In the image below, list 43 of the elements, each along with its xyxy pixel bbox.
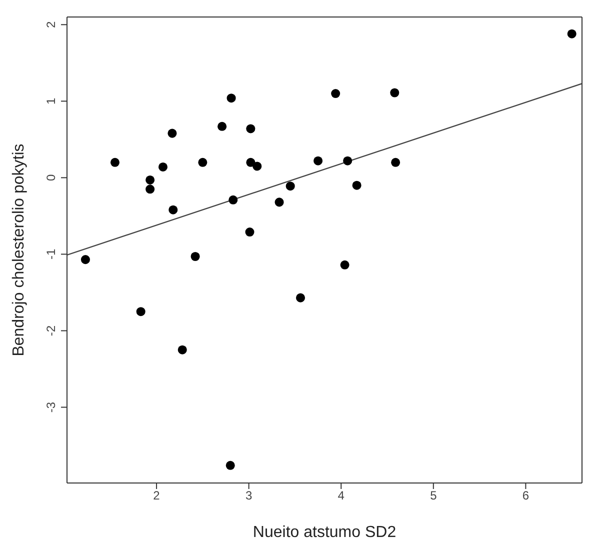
y-axis-title: Bendrojo cholesterolio pokytis: [10, 144, 28, 356]
point: [146, 175, 155, 184]
point: [136, 307, 146, 316]
point: [246, 124, 256, 134]
point: [245, 228, 254, 237]
point: [178, 345, 187, 354]
x-tick-label: 3: [245, 488, 252, 503]
x-axis-title: Nueito atstumo SD2: [252, 524, 396, 541]
point: [110, 158, 120, 167]
point: [274, 198, 284, 207]
y-tick-label: 1: [44, 98, 58, 105]
y-tick-label: -1: [44, 248, 58, 260]
point: [168, 128, 177, 138]
x-tick-label: 6: [522, 488, 530, 503]
point: [286, 182, 295, 191]
point: [218, 122, 227, 131]
y-tick-label: 2: [44, 20, 58, 28]
point: [567, 29, 576, 38]
point: [331, 89, 340, 98]
x-tick-label: 2: [153, 488, 160, 503]
x-tick-label: 4: [338, 488, 345, 503]
x-tick-label: 5: [430, 488, 438, 503]
point: [252, 162, 262, 171]
point: [80, 255, 90, 264]
point: [390, 88, 400, 98]
point: [190, 252, 200, 262]
point: [391, 158, 400, 167]
point: [146, 184, 155, 194]
y-tick-label: -3: [44, 402, 58, 413]
point: [198, 158, 208, 167]
point: [158, 162, 168, 172]
point: [296, 293, 306, 302]
point: [343, 156, 352, 166]
y-tick-label: 0: [44, 174, 58, 182]
point: [340, 260, 350, 270]
point: [352, 180, 362, 190]
point: [226, 460, 235, 470]
point: [246, 158, 256, 167]
point: [168, 205, 178, 214]
point: [314, 156, 323, 166]
point: [228, 195, 238, 204]
y-tick-label: -2: [44, 325, 58, 336]
point: [226, 94, 236, 103]
